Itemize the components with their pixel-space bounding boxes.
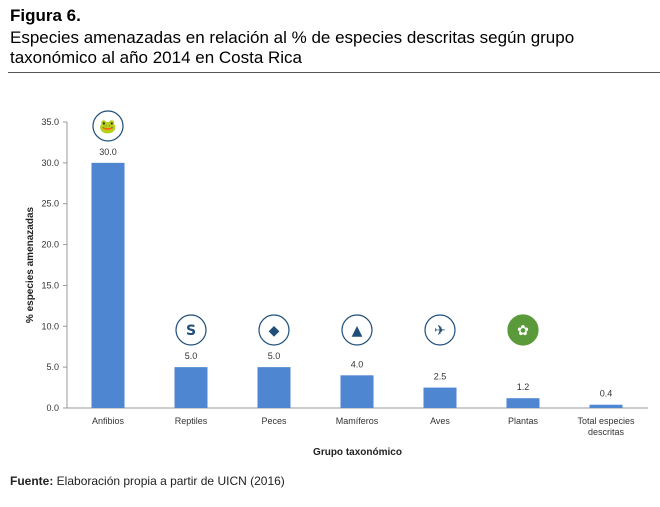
y-tick-label: 30.0	[41, 158, 59, 168]
y-tick-label: 15.0	[41, 280, 59, 290]
chart-title: Especies amenazadas en relación al % de …	[10, 28, 575, 67]
bird-icon-glyph: ✈	[434, 323, 446, 339]
frog-icon-glyph: 🐸	[99, 119, 116, 135]
x-tick-label: Peces	[261, 416, 287, 426]
x-tick-label: Mamíferos	[336, 416, 379, 426]
bar	[174, 367, 208, 408]
wolf-icon	[341, 314, 373, 346]
data-label: 1.2	[517, 382, 530, 392]
y-tick-label: 0.0	[46, 403, 59, 413]
y-axis-title: % especies amenazadas	[25, 206, 36, 323]
x-tick-label: Total especies	[577, 416, 635, 426]
lotus-icon	[507, 314, 539, 346]
data-label: 2.5	[434, 372, 447, 382]
x-tick-label: Plantas	[508, 416, 539, 426]
bar-chart: 0.0 5.0 10.0 15.0 20.0 25.0 30.0 35.0 30.0 Anfibi…	[25, 110, 648, 458]
x-tick-label: descritas	[588, 427, 625, 437]
fish-icon-glyph: ◆	[269, 323, 280, 339]
bird-icon	[424, 314, 456, 346]
fish-icon	[258, 314, 290, 346]
source-label: Fuente:	[10, 474, 54, 488]
wolf-icon-glyph: ▲	[352, 323, 363, 339]
y-tick-label: 10.0	[41, 321, 59, 331]
lotus-icon-glyph: ✿	[517, 323, 529, 339]
frog-icon	[92, 110, 124, 142]
title-divider	[8, 72, 660, 73]
x-tick-label: Anfibios	[92, 416, 125, 426]
data-label: 5.0	[185, 351, 198, 361]
data-label: 30.0	[99, 147, 117, 157]
source-note: Fuente: Elaboración propia a partir de U…	[10, 474, 285, 488]
x-axis-title: Grupo taxonómico	[313, 447, 402, 458]
x-tick-label: Aves	[430, 416, 450, 426]
x-tick-label: Reptiles	[175, 416, 208, 426]
data-label: 0.4	[600, 389, 613, 399]
bar	[340, 375, 374, 408]
y-tick-label: 5.0	[46, 362, 59, 372]
y-tick-label: 20.0	[41, 240, 59, 250]
source-text: Elaboración propia a partir de UICN (201…	[53, 474, 285, 488]
figure-label: Figura 6.	[10, 6, 81, 25]
y-tick-label: 25.0	[41, 199, 59, 209]
bar	[506, 398, 540, 408]
bar	[423, 387, 457, 408]
snake-icon	[175, 314, 207, 346]
snake-icon-glyph: S	[186, 323, 196, 339]
bar	[257, 367, 291, 408]
bar	[589, 404, 623, 408]
y-tick-label: 35.0	[41, 117, 59, 127]
data-label: 4.0	[351, 359, 364, 369]
data-label: 5.0	[268, 351, 281, 361]
bar	[91, 162, 125, 408]
